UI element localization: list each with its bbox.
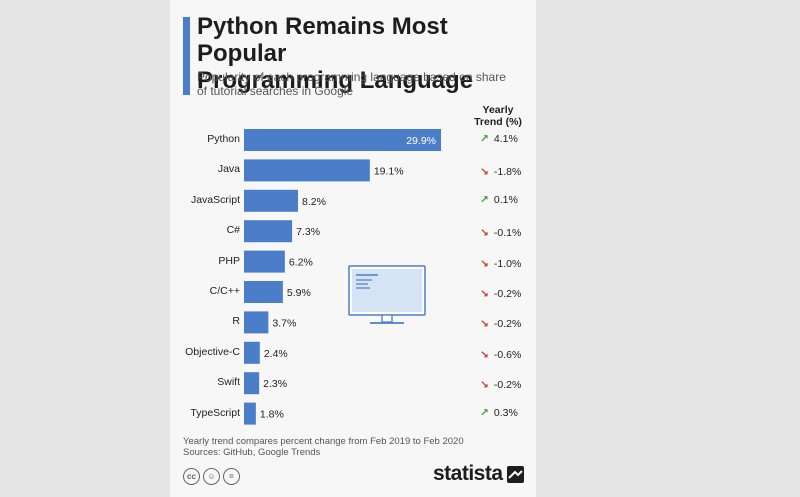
trend-up-arrow-icon: ↗ (480, 193, 489, 206)
statista-logo[interactable]: statista (433, 462, 503, 485)
license-icons: cc ☺ = (183, 468, 243, 486)
bar-value-label: 6.2% (289, 257, 313, 269)
trend-value: -0.2% (491, 288, 522, 300)
trend-cell: ↘ -1.8% (480, 166, 521, 178)
trend-down-arrow-icon: ↘ (480, 166, 489, 179)
trend-value: -0.2% (491, 379, 522, 392)
bar-value-label: 19.1% (374, 165, 404, 177)
trend-value: 0.3% (491, 406, 518, 419)
bar-c-c- (244, 281, 283, 303)
trend-value: -0.2% (491, 318, 522, 331)
bar-value-label: 5.9% (287, 287, 311, 299)
trend-down-arrow-icon: ↘ (480, 379, 489, 392)
trend-cell: ↘ -0.2% (480, 318, 521, 330)
trend-value: -0.6% (491, 348, 522, 361)
statista-logo-icon (507, 466, 524, 483)
bar-r (244, 311, 269, 334)
footnote: Yearly trend compares percent change fro… (183, 436, 523, 458)
monitor-illustration (348, 265, 426, 324)
bar-value-label: 2.4% (264, 348, 288, 360)
trend-value: -1.8% (491, 166, 522, 179)
chart-title: Python Remains Most Popular Programming … (197, 13, 474, 94)
category-label: Python (207, 133, 240, 145)
trend-cell: ↗ 0.1% (480, 194, 518, 206)
trend-cell: ↗ 4.1% (480, 133, 518, 145)
category-label: R (232, 315, 240, 328)
trend-cell: ↘ -0.6% (480, 349, 521, 361)
category-label: Objective-C (185, 345, 240, 358)
footnote-sources: Sources: GitHub, Google Trends (183, 447, 321, 458)
category-label: C# (226, 224, 240, 237)
infographic-card (170, 0, 536, 497)
trend-column-header: Yearly Trend (%) (474, 104, 522, 128)
footnote-trend-note: Yearly trend compares percent change fro… (183, 436, 464, 447)
category-label: C/C++ (209, 285, 240, 297)
trend-cell: ↘ -0.2% (480, 379, 521, 391)
category-label: TypeScript (190, 406, 240, 419)
bar-value-label: 1.8% (260, 409, 284, 421)
bar-value-label: 3.7% (272, 317, 296, 329)
bar-javascript (244, 189, 299, 212)
bar-value-label: 29.9% (406, 135, 436, 147)
trend-value: 4.1% (491, 133, 518, 145)
bar-value-label: 2.3% (263, 378, 287, 390)
trend-down-arrow-icon: ↘ (480, 348, 489, 361)
trend-up-arrow-icon: ↗ (480, 133, 489, 145)
cc-icon[interactable]: cc (183, 468, 200, 486)
bar-value-label: 7.3% (296, 226, 320, 238)
trend-down-arrow-icon: ↘ (480, 288, 489, 300)
category-label: Swift (217, 376, 240, 389)
trend-down-arrow-icon: ↘ (480, 257, 489, 270)
trend-value: -0.1% (491, 227, 522, 240)
trend-value: 0.1% (491, 193, 518, 206)
bar-value-label: 8.2% (302, 196, 326, 208)
trend-cell: ↘ -0.1% (480, 227, 521, 239)
by-icon[interactable]: ☺ (203, 468, 220, 486)
trend-cell: ↗ 0.3% (480, 407, 518, 419)
category-label: PHP (218, 254, 240, 267)
bar-java (244, 159, 370, 182)
title-accent-bar (183, 17, 190, 95)
trend-cell: ↘ -0.2% (480, 288, 521, 300)
bar-php (244, 250, 285, 273)
trend-down-arrow-icon: ↘ (480, 227, 489, 240)
trend-cell: ↘ -1.0% (480, 258, 521, 270)
chart-subtitle: Popularity of each programming language … (197, 70, 506, 98)
category-label: Java (217, 163, 240, 176)
bar-swift (244, 372, 260, 395)
nd-icon[interactable]: = (223, 468, 240, 486)
bar-typescript (244, 402, 256, 425)
bar-objective-c (244, 341, 260, 364)
trend-up-arrow-icon: ↗ (480, 406, 489, 419)
bar-c- (244, 220, 293, 243)
category-label: JavaScript (190, 193, 240, 206)
bar-python (244, 129, 441, 151)
trend-down-arrow-icon: ↘ (480, 318, 489, 331)
trend-value: -1.0% (491, 257, 522, 270)
